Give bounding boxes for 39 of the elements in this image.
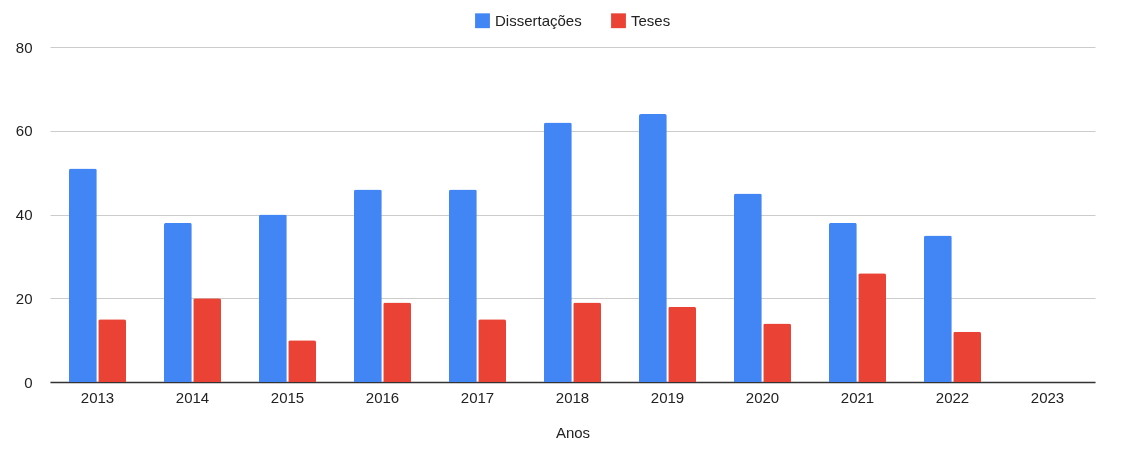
bar: [69, 168, 97, 382]
x-tick-label: 2018: [555, 388, 590, 406]
y-tick-label: 20: [15, 289, 33, 307]
bar: [449, 189, 477, 382]
x-tick-label: 2019: [650, 388, 685, 406]
bar: [193, 298, 221, 382]
bar: [259, 214, 287, 382]
bar: [544, 122, 572, 382]
x-tick-label: 2013: [80, 388, 115, 406]
y-tick-label: 40: [15, 206, 33, 223]
y-tick-label: 60: [15, 122, 33, 140]
bar: [829, 222, 857, 382]
bar: [639, 114, 667, 382]
bar: [573, 302, 601, 382]
bar: [858, 273, 886, 382]
x-tick-label: 2014: [175, 388, 210, 406]
y-tick-label: 80: [15, 38, 33, 56]
bar: [98, 319, 126, 382]
x-tick-label: 2015: [270, 388, 305, 406]
legend-label: Dissertações: [495, 11, 582, 29]
x-tick-label: 2017: [460, 388, 495, 406]
x-tick-label: 2016: [365, 388, 400, 406]
y-tick-label: 0: [24, 373, 33, 391]
bar: [953, 331, 981, 382]
bar: [383, 302, 411, 382]
bar: [164, 222, 192, 382]
bar: [288, 340, 316, 382]
x-tick-label: 2022: [935, 388, 970, 406]
bar: [478, 319, 506, 382]
bar: [354, 189, 382, 382]
legend-label: Teses: [631, 11, 671, 29]
x-tick-label: 2023: [1030, 388, 1065, 406]
bar: [924, 235, 952, 382]
x-axis-title: Anos: [555, 423, 591, 441]
x-tick-label: 2020: [745, 388, 780, 406]
bar: [763, 323, 791, 382]
x-tick-label: 2021: [840, 388, 875, 406]
bar: [668, 306, 696, 382]
bar: [734, 193, 762, 382]
